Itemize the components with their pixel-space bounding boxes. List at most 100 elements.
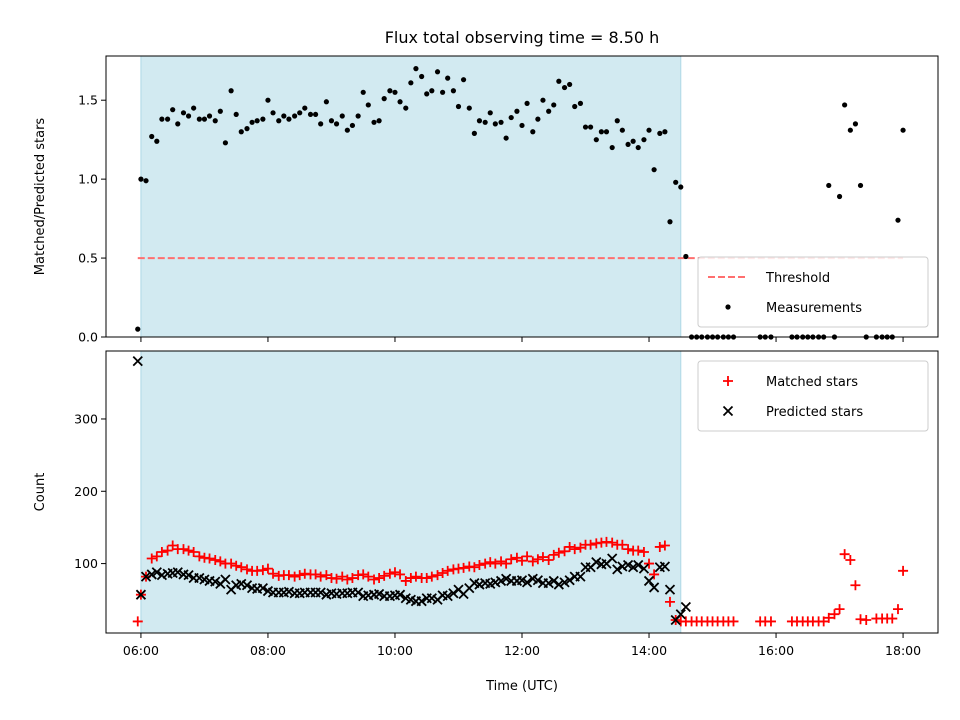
data-point [349,122,356,129]
observing-window-band [140,350,682,634]
data-point [442,565,453,576]
data-point [567,81,573,88]
data-point [281,113,287,119]
data-point [217,108,223,114]
legend-label: Predicted stars [766,405,863,420]
data-point [328,118,335,124]
data-point [633,545,644,556]
top-plot: 0.0 0.5 1.0 1.5 Matched/Predicted stars Thres… [33,55,939,345]
data-point [194,551,205,562]
data-point [487,110,493,116]
data-point [643,575,655,587]
data-point [294,570,305,581]
data-point [429,88,435,94]
data-point [421,573,432,584]
data-point [648,582,660,593]
data-point [358,569,369,580]
x-tick-label: 14:00 [631,643,667,658]
data-point [575,542,586,553]
data-point [315,587,326,598]
data-point [419,73,425,80]
data-point [162,545,173,556]
data-point [659,561,671,572]
data-point [861,614,872,625]
observing-window-band [140,55,682,338]
data-point [826,182,832,189]
data-point [561,84,568,91]
y-tick-label: 0.5 [78,251,98,266]
data-point [204,553,215,564]
data-point [834,604,845,615]
data-point [238,129,244,135]
y-axis-label: Count [33,473,48,512]
data-point [575,571,586,582]
data-point [260,116,266,122]
data-point [900,127,906,133]
data-point [540,97,546,103]
data-point [842,102,848,108]
data-point [210,554,221,565]
data-point [448,588,459,599]
data-point [188,547,199,558]
x-tick-label: 16:00 [758,643,794,658]
data-point [644,558,655,569]
data-point [455,103,462,110]
data-point [522,551,533,562]
data-point [506,554,517,565]
data-point [241,564,252,575]
data-point [649,569,660,580]
data-point [498,119,504,125]
data-point [170,107,176,113]
data-point [191,105,197,111]
data-point [524,100,530,106]
data-point [646,127,652,133]
x-tick-label: 12:00 [504,643,540,658]
data-point [355,113,361,119]
data-point [268,568,279,579]
data-point [183,570,194,581]
data-point [572,103,578,110]
data-point [381,96,387,102]
data-point [408,80,414,86]
data-point [546,108,552,114]
data-point [276,118,282,124]
data-point [445,75,451,81]
data-point [206,113,213,119]
data-point [847,127,853,133]
data-point [450,88,457,94]
data-point [244,126,250,132]
data-point [154,138,160,144]
data-point [530,129,536,135]
data-point [577,100,584,106]
data-point [440,89,446,95]
data-point [212,118,218,124]
data-point [432,570,443,581]
data-point [625,141,631,148]
data-point [527,556,538,567]
data-point [365,102,371,108]
data-point [585,539,596,550]
data-point [175,121,181,127]
legend-label: Measurements [766,301,862,316]
data-point [437,567,448,578]
data-point [201,116,208,122]
data-point [607,537,618,548]
data-point [607,553,618,564]
data-point [630,138,636,144]
data-point [307,111,314,118]
data-point [156,547,167,558]
data-point [598,129,604,135]
data-point [410,571,421,582]
data-point [342,574,353,585]
data-point [553,547,564,558]
data-point [180,110,187,116]
x-axis-label: Time (UTC) [485,679,558,694]
data-point [397,99,403,105]
data-point [460,77,467,83]
legend-box [697,256,929,328]
data-point [228,88,234,94]
data-point [657,130,663,136]
data-point [249,119,255,125]
y-tick-label: 1.5 [78,93,98,108]
data-point [318,121,324,127]
